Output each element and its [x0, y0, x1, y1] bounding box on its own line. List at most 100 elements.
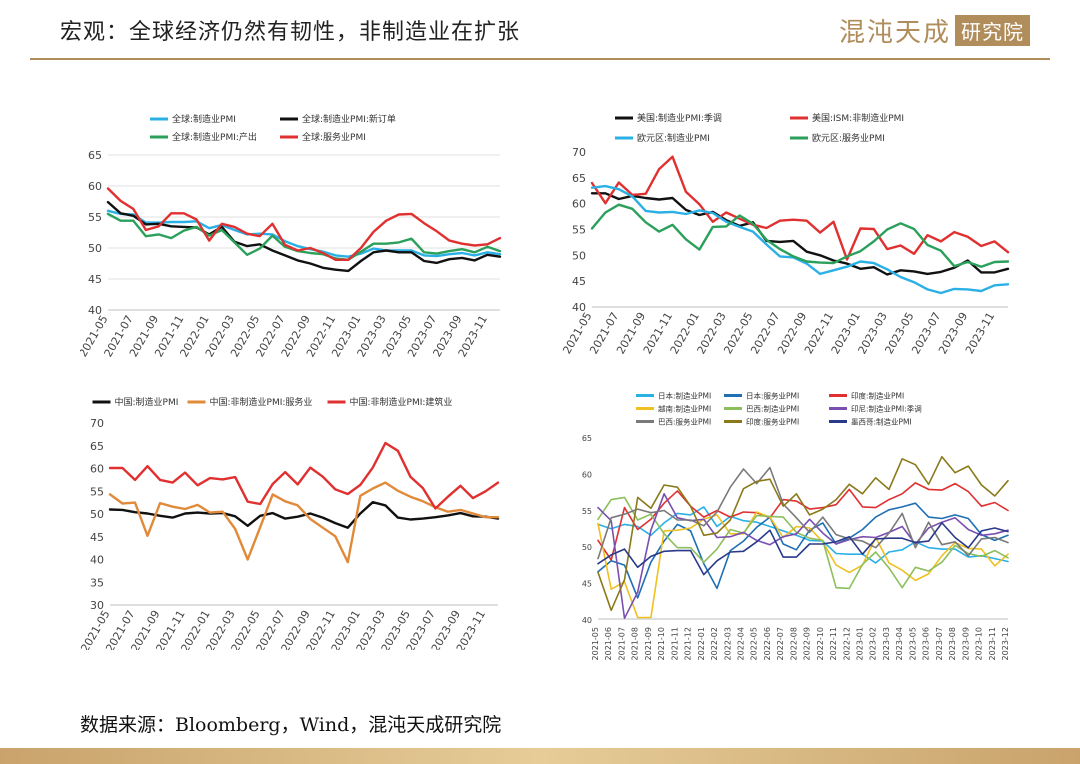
x-tick-label: 2023-02 — [869, 627, 878, 660]
series-line — [106, 187, 502, 262]
y-tick-label: 60 — [582, 470, 592, 479]
legend-entry: 巴西:制造业PMI — [724, 404, 799, 414]
x-tick-label: 2022-09 — [803, 627, 812, 660]
series-line — [590, 184, 1010, 295]
legend-entry: 巴西:服务业PMI — [636, 417, 711, 427]
y-tick-label: 50 — [572, 249, 586, 262]
legend-label: 全球:服务业PMI — [302, 131, 366, 143]
legend-entry: 美国:ISM:非制造业PMI — [790, 112, 904, 124]
x-tick-label: 2023-05 — [908, 627, 917, 660]
brand-logo: 混沌天成 研究院 — [839, 12, 1030, 49]
y-tick-label: 45 — [582, 580, 592, 589]
legend-entry: 印尼:制造业PMI:季调 — [829, 404, 922, 414]
x-tick-label: 2023-07 — [935, 627, 944, 660]
y-tick-label: 40 — [88, 304, 102, 317]
y-tick-label: 70 — [90, 417, 104, 430]
legend-label: 印度:制造业PMI — [851, 391, 904, 401]
legend-label: 全球:制造业PMI — [172, 113, 236, 125]
x-tick-label: 2022-02 — [710, 627, 719, 660]
series-line — [597, 466, 1009, 560]
series-line — [106, 209, 502, 258]
legend-entry: 印度:制造业PMI — [829, 391, 904, 401]
series-line — [597, 496, 1009, 590]
series-line — [590, 155, 1010, 261]
legend-label: 全球:制造业PMI:产出 — [172, 131, 257, 143]
chart-svg: 美国:制造业PMI:季调 美国:ISM:非制造业PMI 欧元区:制造业PMI 欧元区:… — [560, 112, 1010, 356]
series-line — [590, 192, 1010, 276]
legend-label: 全球:制造业PMI:新订单 — [302, 113, 396, 125]
legend-entry: 中国:非制造业PMI:服务业 — [187, 396, 313, 408]
legend-entry: 欧元区:制造业PMI — [615, 132, 710, 144]
series-line — [597, 522, 1009, 576]
y-tick-label: 65 — [90, 440, 104, 453]
y-tick-label: 65 — [572, 172, 586, 185]
y-tick-label: 65 — [582, 434, 592, 443]
y-tick-label: 50 — [88, 242, 102, 255]
y-tick-label: 70 — [572, 146, 586, 159]
legend-entry: 印度:服务业PMI — [724, 417, 799, 427]
legend-label: 中国:非制造业PMI:服务业 — [210, 396, 313, 408]
y-tick-label: 45 — [572, 275, 586, 288]
x-tick-label: 2022-12 — [842, 627, 851, 660]
legend-entry: 中国:制造业PMI — [92, 396, 179, 408]
chart-us-eu-pmi: 美国:制造业PMI:季调 美国:ISM:非制造业PMI 欧元区:制造业PMI 欧元区:… — [560, 100, 1020, 360]
y-tick-label: 55 — [90, 485, 104, 498]
x-tick-label: 2021-05 — [591, 627, 600, 660]
page-title: 宏观：全球经济仍然有韧性，非制造业在扩张 — [60, 20, 521, 45]
series-line — [108, 441, 500, 510]
y-tick-label: 40 — [90, 554, 104, 567]
x-tick-label: 2022-01 — [697, 627, 706, 660]
legend-entry: 美国:制造业PMI:季调 — [615, 112, 722, 124]
brand-text: 混沌天成 — [838, 18, 951, 48]
series-line — [108, 481, 500, 564]
series-line — [590, 203, 1010, 268]
legend-label: 墨西哥:制造业PMI — [851, 417, 912, 427]
x-tick-label: 2023-08 — [948, 627, 957, 660]
legend-label: 欧元区:制造业PMI — [637, 132, 710, 144]
legend-entry: 日本:服务业PMI — [724, 391, 799, 401]
x-tick-label: 2023-06 — [922, 627, 931, 660]
legend-label: 美国:ISM:非制造业PMI — [812, 112, 904, 124]
legend-entry: 日本:制造业PMI — [636, 391, 711, 401]
legend-entry: 全球:服务业PMI — [280, 131, 366, 143]
y-tick-label: 65 — [88, 149, 102, 162]
x-tick-label: 2023-03 — [882, 627, 891, 660]
series-line — [597, 502, 1009, 599]
series-line — [597, 493, 1009, 620]
x-tick-label: 2022-06 — [763, 627, 772, 660]
y-tick-label: 60 — [88, 180, 102, 193]
y-tick-label: 45 — [90, 531, 104, 544]
legend-label: 巴西:服务业PMI — [658, 417, 711, 427]
x-tick-label: 2021-12 — [684, 627, 693, 660]
x-tick-label: 2021-07 — [617, 627, 626, 660]
data-source: 数据来源：Bloomberg，Wind，混沌天成研究院 — [80, 714, 502, 736]
y-tick-label: 60 — [572, 198, 586, 211]
legend-entry: 全球:制造业PMI:产出 — [150, 131, 257, 143]
y-tick-label: 55 — [572, 224, 586, 237]
x-tick-label: 2023-12 — [1001, 627, 1010, 660]
legend-entry: 中国:非制造业PMI:建筑业 — [327, 396, 452, 408]
x-tick-label: 2022-03 — [723, 627, 732, 660]
series-line — [106, 200, 502, 273]
legend-label: 日本:制造业PMI — [658, 391, 711, 401]
y-tick-label: 30 — [90, 599, 104, 612]
x-tick-label: 2021-09 — [644, 627, 653, 660]
x-tick-label: 2022-07 — [776, 627, 785, 660]
footer-bar — [0, 748, 1080, 764]
y-tick-label: 55 — [88, 211, 102, 224]
y-tick-label: 50 — [90, 508, 104, 521]
x-tick-label: 2022-11 — [829, 627, 838, 660]
series-line — [108, 500, 500, 529]
x-tick-label: 2022-10 — [816, 627, 825, 660]
y-tick-label: 60 — [90, 463, 104, 476]
header-divider — [30, 58, 1050, 60]
y-tick-label: 45 — [88, 273, 102, 286]
y-tick-label: 50 — [582, 543, 592, 552]
legend-label: 越南:制造业PMI — [658, 404, 711, 414]
legend-label: 日本:服务业PMI — [746, 391, 799, 401]
chart-svg: 日本:制造业PMI 日本:服务业PMI 印度:制造业PMI 越南:制造业PMI 巴西:制… — [582, 391, 1010, 661]
legend-label: 中国:制造业PMI — [115, 396, 179, 408]
series-line — [597, 455, 1009, 612]
chart-global-pmi: 全球:制造业PMI 全球:制造业PMI:新订单全球:制造业PMI:产出 全球:服务业… — [80, 100, 510, 360]
